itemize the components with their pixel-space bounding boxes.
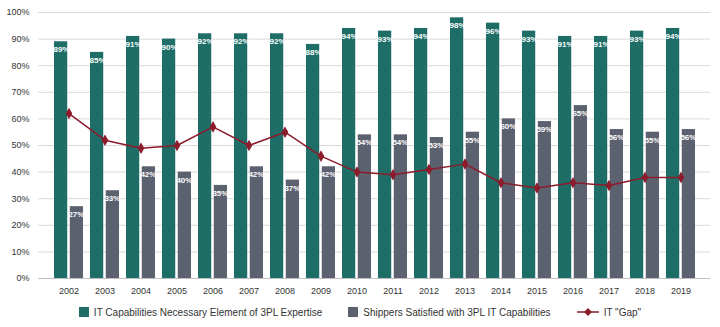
svg-text:2015: 2015 [527,286,547,296]
svg-text:2012: 2012 [419,286,439,296]
svg-text:90%: 90% [162,43,178,52]
svg-text:96%: 96% [486,27,502,36]
svg-text:94%: 94% [342,32,358,41]
svg-text:2008: 2008 [275,286,295,296]
svg-text:85%: 85% [90,56,106,65]
html-text:Shippers Satisfied with 3PL IT: Shippers Satisfied with 3PL IT Capabilit… [363,306,551,318]
svg-text:94%: 94% [666,32,682,41]
svg-text:70%: 70% [11,87,29,97]
svg-text:94%: 94% [414,32,430,41]
svg-text:0%: 0% [16,273,29,283]
svg-text:60%: 60% [11,114,29,124]
svg-text:2018: 2018 [635,286,655,296]
svg-text:60%: 60% [500,122,516,131]
svg-text:2002: 2002 [59,286,79,296]
svg-text:92%: 92% [270,37,286,46]
svg-text:27%: 27% [68,210,84,219]
svg-text:92%: 92% [198,37,214,46]
svg-text:2013: 2013 [455,286,475,296]
svg-text:92%: 92% [234,37,250,46]
svg-text:42%: 42% [140,170,156,179]
svg-text:55%: 55% [464,136,480,145]
svg-text:89%: 89% [54,45,70,54]
svg-text:2007: 2007 [239,286,259,296]
svg-text:33%: 33% [104,194,120,203]
svg-text:91%: 91% [126,40,142,49]
svg-text:2006: 2006 [203,286,223,296]
svg-text:20%: 20% [11,220,29,230]
svg-text:55%: 55% [644,136,660,145]
svg-text:10%: 10% [11,247,29,257]
svg-text:56%: 56% [680,133,696,142]
svg-text:93%: 93% [630,35,646,44]
svg-text:91%: 91% [558,40,574,49]
svg-text:90%: 90% [11,34,29,44]
svg-text:2014: 2014 [491,286,511,296]
svg-text:2016: 2016 [563,286,583,296]
html-text:IT Capabilities Necessary Elem: IT Capabilities Necessary Element of 3PL… [93,306,323,318]
svg-text:35%: 35% [212,189,228,198]
svg-text:2003: 2003 [95,286,115,296]
svg-text:80%: 80% [11,61,29,71]
svg-text:42%: 42% [248,170,264,179]
svg-text:93%: 93% [378,35,394,44]
svg-text:54%: 54% [392,138,408,147]
svg-text:93%: 93% [522,35,538,44]
svg-text:56%: 56% [608,133,624,142]
svg-text:98%: 98% [450,21,466,30]
svg-text:2011: 2011 [383,286,402,296]
html-text:IT "Gap": IT "Gap" [603,306,642,318]
svg-text:42%: 42% [320,170,336,179]
svg-text:65%: 65% [572,109,588,118]
svg-text:2019: 2019 [671,286,691,296]
svg-text:2010: 2010 [347,286,367,296]
svg-text:2017: 2017 [599,286,619,296]
svg-text:54%: 54% [356,138,372,147]
svg-text:2004: 2004 [131,286,151,296]
svg-text:50%: 50% [11,140,29,150]
svg-text:30%: 30% [11,194,29,204]
svg-text:2009: 2009 [311,286,331,296]
svg-text:37%: 37% [284,184,300,193]
svg-text:88%: 88% [306,48,322,57]
svg-text:40%: 40% [11,167,29,177]
svg-text:91%: 91% [594,40,610,49]
svg-text:100%: 100% [6,7,29,17]
svg-text:53%: 53% [428,141,444,150]
svg-text:40%: 40% [176,176,192,185]
svg-text:59%: 59% [536,125,552,134]
svg-text:2005: 2005 [167,286,187,296]
